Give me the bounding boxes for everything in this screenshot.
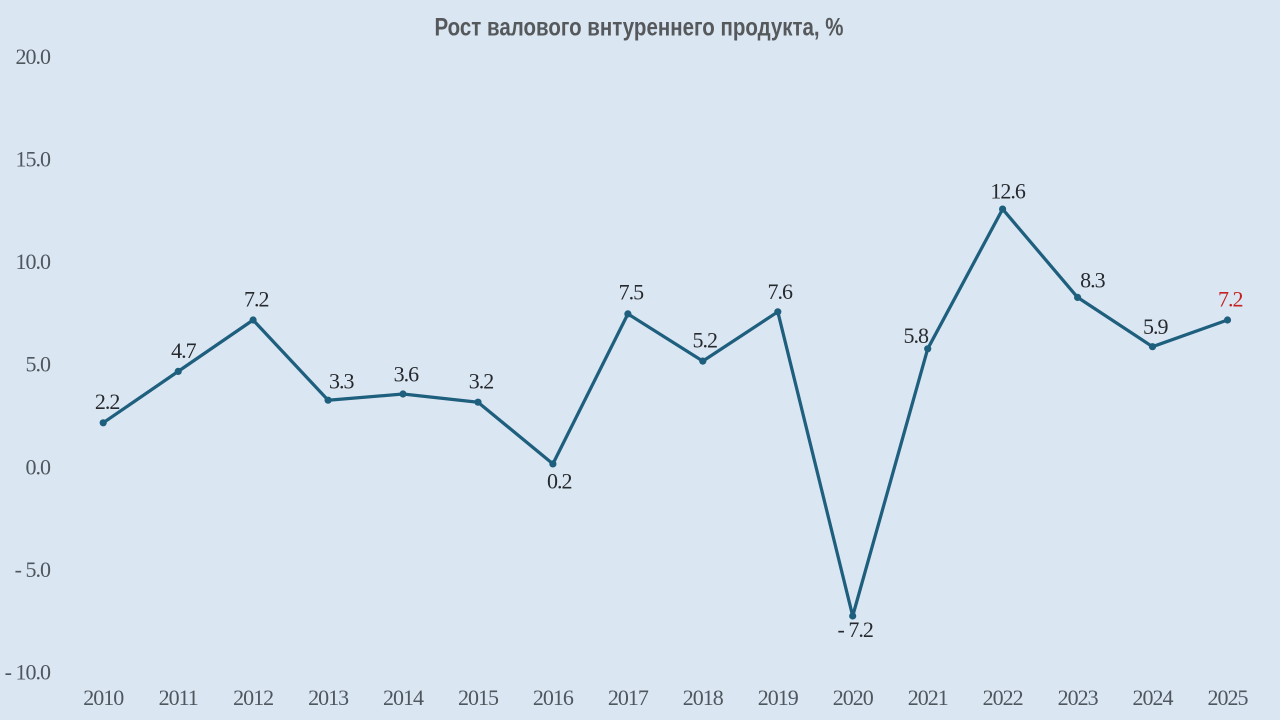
svg-text:- 10.0: - 10.0: [5, 660, 51, 685]
svg-text:3.3: 3.3: [329, 368, 355, 393]
svg-text:3.6: 3.6: [394, 362, 420, 387]
svg-text:5.8: 5.8: [903, 323, 929, 348]
svg-text:2018: 2018: [683, 685, 724, 710]
svg-text:2011: 2011: [159, 685, 198, 710]
svg-text:2012: 2012: [233, 685, 273, 710]
svg-text:20.0: 20.0: [16, 44, 52, 69]
svg-text:5.0: 5.0: [26, 352, 52, 377]
svg-text:0.0: 0.0: [26, 454, 52, 479]
svg-text:7.5: 7.5: [619, 280, 645, 305]
svg-text:2016: 2016: [533, 685, 574, 710]
svg-text:- 7.2: - 7.2: [838, 617, 873, 642]
svg-text:2019: 2019: [758, 685, 799, 710]
svg-text:2010: 2010: [83, 685, 124, 710]
svg-text:8.3: 8.3: [1080, 267, 1106, 292]
svg-text:2015: 2015: [458, 685, 499, 710]
svg-text:Рост валового внтуреннего прод: Рост валового внтуреннего продукта, %: [435, 14, 844, 42]
svg-text:- 5.0: - 5.0: [15, 557, 51, 582]
svg-text:2.2: 2.2: [95, 389, 120, 414]
svg-text:2013: 2013: [308, 685, 349, 710]
svg-text:3.2: 3.2: [469, 369, 494, 394]
svg-text:7.2: 7.2: [1218, 286, 1243, 311]
svg-text:5.9: 5.9: [1143, 314, 1169, 339]
svg-text:2022: 2022: [983, 685, 1023, 710]
svg-text:12.6: 12.6: [990, 178, 1026, 203]
svg-text:2024: 2024: [1133, 685, 1174, 710]
svg-text:0.2: 0.2: [547, 468, 572, 493]
svg-text:2014: 2014: [383, 685, 424, 710]
svg-text:2023: 2023: [1058, 685, 1099, 710]
svg-text:10.0: 10.0: [16, 249, 52, 274]
svg-text:7.2: 7.2: [244, 287, 269, 312]
svg-text:5.2: 5.2: [693, 327, 718, 352]
svg-text:15.0: 15.0: [16, 147, 52, 172]
svg-text:2025: 2025: [1208, 685, 1249, 710]
svg-text:7.6: 7.6: [768, 279, 794, 304]
svg-text:2021: 2021: [908, 685, 948, 710]
svg-text:2020: 2020: [833, 685, 874, 710]
svg-text:4.7: 4.7: [171, 338, 197, 363]
svg-text:2017: 2017: [608, 685, 649, 710]
